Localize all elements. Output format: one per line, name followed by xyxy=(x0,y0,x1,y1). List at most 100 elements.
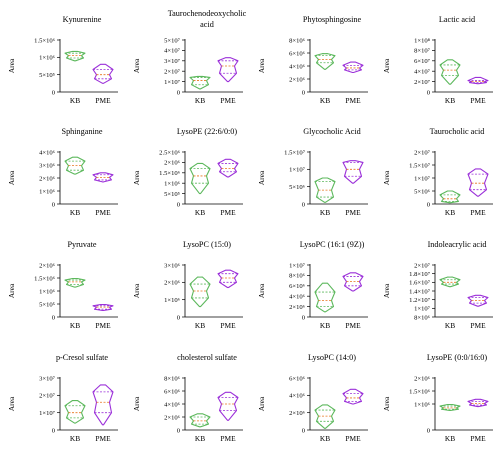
y-tick-label: 3×10⁷ xyxy=(39,375,56,382)
y-tick-label: 0 xyxy=(302,89,306,96)
y-tick-label: 3×10⁶ xyxy=(39,162,55,169)
kb-violin xyxy=(314,282,336,313)
y-tick-label: 1×10⁷ xyxy=(414,175,431,182)
panel-title: LysoPE (0:0/16:0) xyxy=(427,353,488,362)
panel-14: cholesterol sulfate Area 0 2×10⁶ 4×10⁶ 6×10⁶ 8… xyxy=(132,353,243,443)
y-tick-label: 2×10⁷ xyxy=(414,262,431,269)
panel-8: Taurocholic acid Area 0 5×10⁶ 1×10⁷ 1.5×10⁷ 2×… xyxy=(382,127,493,217)
pme-violin xyxy=(92,63,114,84)
y-tick-label: 0 xyxy=(427,89,431,96)
y-tick-label: 2×10⁶ xyxy=(289,304,305,311)
y-tick-label: 0 xyxy=(52,89,56,96)
panel-13: p-Cresol sulfate Area 0 1×10⁷ 2×10⁷ 3×10⁷ KB PM… xyxy=(7,353,118,443)
x-tick-label: PME xyxy=(345,96,361,105)
y-tick-label: 1×10⁷ xyxy=(289,167,306,174)
y-axis-label: Area xyxy=(132,396,141,411)
kb-violin xyxy=(314,177,336,203)
pme-violin xyxy=(342,272,364,292)
y-axis-label: Area xyxy=(382,396,391,411)
x-tick-label: KB xyxy=(70,96,80,105)
y-tick-label: 5×10⁵ xyxy=(39,72,55,79)
y-tick-label: 0 xyxy=(427,201,431,208)
y-tick-label: 5×10⁶ xyxy=(414,188,430,195)
y-axis-label: Area xyxy=(7,283,16,298)
y-tick-label: 2×10⁶ xyxy=(164,414,180,421)
y-tick-label: 1×10⁶ xyxy=(414,401,430,408)
kb-violin xyxy=(189,276,211,308)
pme-violin xyxy=(92,384,114,426)
panel-3: Phytosphingosine Area 0 2×10⁶ 4×10⁶ 6×10⁶ 8×10… xyxy=(257,15,368,105)
y-tick-label: 8×10⁶ xyxy=(289,273,305,280)
y-axis-label: Area xyxy=(7,170,16,185)
y-tick-label: 1×10⁶ xyxy=(164,181,180,188)
y-tick-label: 4×10⁶ xyxy=(289,63,305,70)
y-axis-label: Area xyxy=(257,58,266,73)
kb-violin xyxy=(64,156,86,175)
y-tick-label: 1.5×10⁷ xyxy=(409,162,431,169)
y-tick-label: 8×10⁶ xyxy=(414,314,430,321)
panel-title: acid xyxy=(200,20,214,29)
pme-violin xyxy=(467,398,489,408)
kb-violin xyxy=(64,277,86,288)
pme-violin xyxy=(217,158,239,178)
y-tick-label: 3×10⁷ xyxy=(164,58,181,65)
panel-title: LysoPC (15:0) xyxy=(183,240,231,249)
panel-7: Glycocholic Acid Area 0 5×10⁶ 1×10⁷ 1.5×10⁷ KB… xyxy=(257,127,368,217)
panel-title: p-Cresol sulfate xyxy=(56,353,108,362)
panel-1: Kynurenine Area 0 5×10⁵ 1×10⁶ 1.5×10⁶ KB PME xyxy=(7,15,118,105)
panel-title: Kynurenine xyxy=(63,15,102,24)
y-tick-label: 8×10⁷ xyxy=(414,48,431,55)
x-tick-label: PME xyxy=(345,321,361,330)
panel-2: Taurochenodeoxycholic acid Area 0 1×10⁷ 2×10⁷… xyxy=(132,9,247,105)
y-axis-label: Area xyxy=(382,170,391,185)
y-axis-label: Area xyxy=(382,58,391,73)
x-tick-label: PME xyxy=(220,434,236,443)
panel-4: Lactic acid Area 0 2×10⁷ 4×10⁷ 6×10⁷ 8×10⁷ 1×10… xyxy=(382,15,493,105)
y-tick-label: 1.8×10⁷ xyxy=(409,271,431,278)
pme-violin xyxy=(467,294,489,307)
panel-title: Taurochenodeoxycholic xyxy=(168,9,247,18)
pme-violin xyxy=(467,168,489,197)
panel-title: Phytosphingosine xyxy=(303,15,362,24)
y-tick-label: 3×10⁶ xyxy=(164,262,180,269)
y-tick-label: 0 xyxy=(302,427,306,434)
kb-violin xyxy=(439,276,461,288)
pme-violin xyxy=(92,172,114,183)
panel-title: LysoPC (14:0) xyxy=(308,353,356,362)
y-tick-label: 2×10⁶ xyxy=(39,262,55,269)
y-tick-label: 1.5×10⁷ xyxy=(284,149,306,156)
x-tick-label: PME xyxy=(345,208,361,217)
kb-violin xyxy=(189,162,211,195)
y-tick-label: 2×10⁶ xyxy=(164,280,180,287)
x-tick-label: KB xyxy=(195,208,205,217)
x-tick-label: PME xyxy=(95,434,111,443)
panel-title: Sphinganine xyxy=(62,127,103,136)
y-axis-label: Area xyxy=(7,58,16,73)
y-tick-label: 0 xyxy=(52,314,56,321)
y-axis-label: Area xyxy=(257,283,266,298)
y-tick-label: 4×10⁶ xyxy=(289,393,305,400)
kb-violin xyxy=(189,413,211,428)
y-tick-label: 1.4×10⁷ xyxy=(409,288,431,295)
x-tick-label: KB xyxy=(445,208,455,217)
y-tick-label: 1×10⁶ xyxy=(39,288,55,295)
kb-violin xyxy=(439,59,461,85)
panel-title: cholesterol sulfate xyxy=(177,353,237,362)
panel-title: Pyruvate xyxy=(67,240,96,249)
pme-violin xyxy=(342,160,364,184)
y-tick-label: 2×10⁷ xyxy=(39,393,56,400)
panel-title: Indoleacrylic acid xyxy=(428,240,487,249)
kb-violin xyxy=(314,53,336,70)
x-tick-label: PME xyxy=(95,208,111,217)
x-tick-label: PME xyxy=(470,434,486,443)
y-tick-label: 4×10⁶ xyxy=(289,294,305,301)
x-tick-label: PME xyxy=(470,208,486,217)
x-tick-label: PME xyxy=(95,321,111,330)
x-tick-label: KB xyxy=(70,434,80,443)
y-axis-label: Area xyxy=(132,283,141,298)
kb-violin xyxy=(64,50,86,62)
y-tick-label: 5×10⁵ xyxy=(164,191,180,198)
x-tick-label: KB xyxy=(320,208,330,217)
y-tick-label: 4×10⁶ xyxy=(39,149,55,156)
x-tick-label: PME xyxy=(220,208,236,217)
